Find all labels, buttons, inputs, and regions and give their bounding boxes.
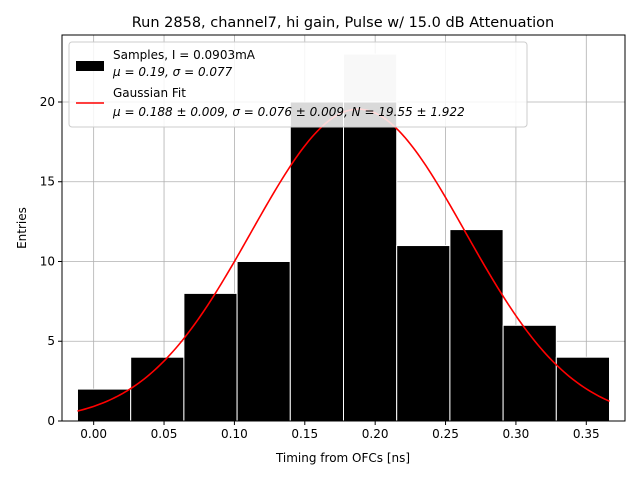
histogram-bar bbox=[502, 324, 557, 422]
plot-frame bbox=[61, 34, 626, 422]
legend-samples-line1: Samples, I = 0.0903mA bbox=[113, 48, 256, 62]
x-tick-label: 0.05 bbox=[151, 427, 178, 441]
y-tick-label: 5 bbox=[47, 334, 55, 348]
histogram-bar bbox=[236, 260, 291, 422]
legend: Samples, I = 0.0903mA μ = 0.19, σ = 0.07… bbox=[68, 41, 528, 128]
histogram-bar bbox=[289, 101, 345, 422]
histogram-bars bbox=[76, 53, 611, 422]
histogram-bar bbox=[449, 229, 504, 422]
y-tick-label: 20 bbox=[40, 95, 55, 109]
legend-fit-line2: μ = 0.188 ± 0.009, σ = 0.076 ± 0.009, N … bbox=[112, 105, 465, 119]
y-tick-label: 10 bbox=[40, 254, 55, 268]
y-axis-ticks: 0 5 10 15 20 bbox=[40, 95, 62, 428]
legend-box bbox=[68, 41, 528, 128]
y-axis-label: Entries bbox=[15, 207, 29, 249]
legend-fit-line1: Gaussian Fit bbox=[113, 86, 186, 100]
x-tick-label: 0.35 bbox=[573, 427, 600, 441]
histogram-bar bbox=[183, 292, 238, 422]
x-tick-label: 0.00 bbox=[80, 427, 107, 441]
histogram-bar bbox=[555, 356, 611, 422]
x-tick-label: 0.10 bbox=[221, 427, 248, 441]
legend-samples-swatch bbox=[76, 61, 104, 71]
x-tick-label: 0.30 bbox=[503, 427, 530, 441]
x-tick-label: 0.25 bbox=[432, 427, 459, 441]
x-tick-label: 0.15 bbox=[291, 427, 318, 441]
y-tick-label: 15 bbox=[40, 175, 55, 189]
x-tick-label: 0.20 bbox=[362, 427, 389, 441]
legend-samples-line2: μ = 0.19, σ = 0.077 bbox=[112, 65, 233, 79]
histogram-bar bbox=[396, 245, 451, 422]
x-axis-ticks: 0.00 0.05 0.10 0.15 0.20 0.25 0.30 0.35 bbox=[80, 421, 600, 441]
y-tick-label: 0 bbox=[47, 414, 55, 428]
histogram-bar-overlay bbox=[343, 101, 398, 422]
x-axis-label: Timing from OFCs [ns] bbox=[275, 451, 410, 465]
chart-title: Run 2858, channel7, hi gain, Pulse w/ 15… bbox=[132, 15, 555, 31]
